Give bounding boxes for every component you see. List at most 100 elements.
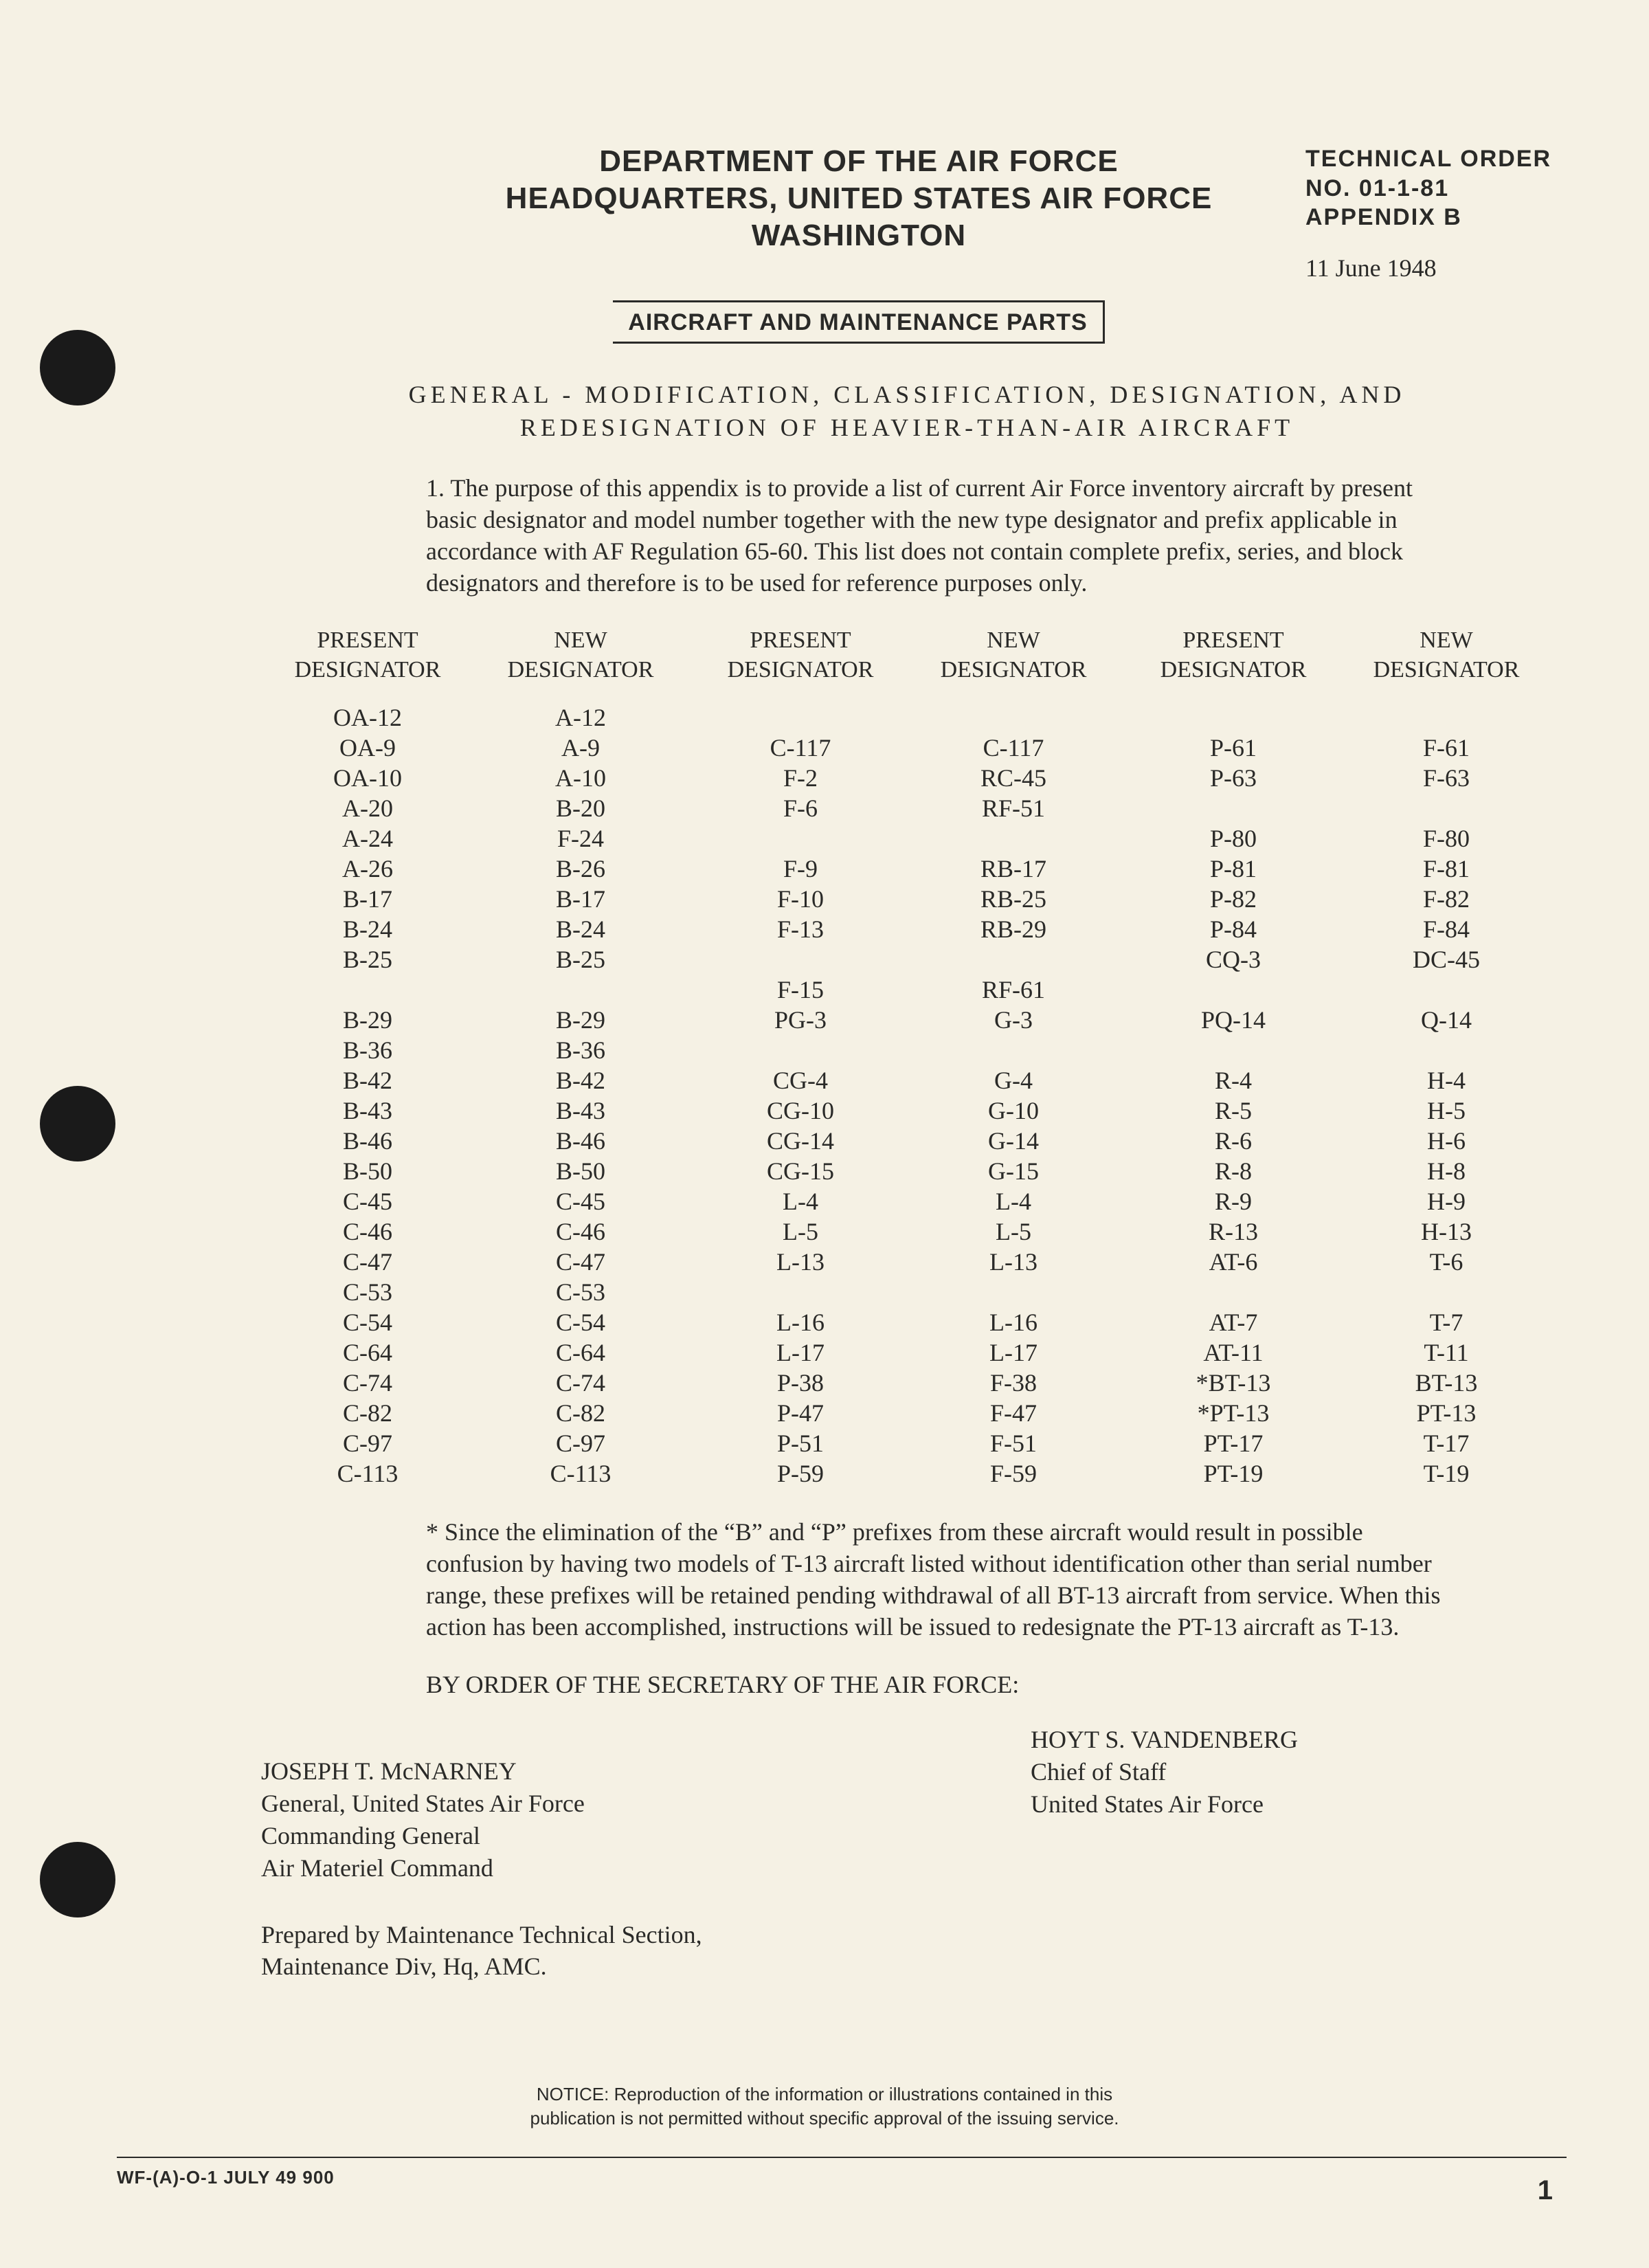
- sig-left-name: JOSEPH T. McNARNEY: [261, 1755, 1031, 1788]
- table-row: F-9RB-17: [694, 854, 1120, 884]
- present-designator: F-2: [694, 763, 907, 793]
- table-row: OA-10A-10: [261, 763, 687, 793]
- present-designator: [1127, 793, 1340, 823]
- table-row: L-5L-5: [694, 1216, 1120, 1247]
- sig-right-t1: Chief of Staff: [1031, 1756, 1553, 1788]
- hdr-present: PRESENT: [694, 626, 907, 656]
- new-designator: F-82: [1340, 884, 1553, 914]
- new-designator: G-3: [907, 1005, 1120, 1035]
- table-row: PT-19T-19: [1127, 1458, 1553, 1489]
- table-row: OA-9A-9: [261, 733, 687, 763]
- new-designator: C-74: [474, 1368, 687, 1398]
- new-designator: F-84: [1340, 914, 1553, 944]
- new-designator: [907, 1277, 1120, 1307]
- new-designator: L-13: [907, 1247, 1120, 1277]
- table-row: B-46B-46: [261, 1126, 687, 1156]
- present-designator: P-80: [1127, 823, 1340, 854]
- present-designator: P-81: [1127, 854, 1340, 884]
- new-designator: B-26: [474, 854, 687, 884]
- new-designator: Q-14: [1340, 1005, 1553, 1035]
- new-designator: C-54: [474, 1307, 687, 1337]
- present-designator: CG-10: [694, 1096, 907, 1126]
- hdr-new: NEW: [907, 626, 1120, 656]
- subtitle-line-1: GENERAL - MODIFICATION, CLASSIFICATION, …: [261, 378, 1553, 412]
- new-designator: C-117: [907, 733, 1120, 763]
- table-row: F-6RF-51: [694, 793, 1120, 823]
- table-row: F-2RC-45: [694, 763, 1120, 793]
- table-row: C-113C-113: [261, 1458, 687, 1489]
- present-designator: B-42: [261, 1065, 474, 1096]
- new-designator: A-12: [474, 702, 687, 733]
- present-designator: B-36: [261, 1035, 474, 1065]
- new-designator: T-19: [1340, 1458, 1553, 1489]
- new-designator: DC-45: [1340, 944, 1553, 975]
- present-designator: F-13: [694, 914, 907, 944]
- present-designator: [261, 975, 474, 1005]
- present-designator: OA-12: [261, 702, 474, 733]
- new-designator: RB-29: [907, 914, 1120, 944]
- present-designator: A-24: [261, 823, 474, 854]
- sig-left-t1: General, United States Air Force: [261, 1788, 1031, 1820]
- table-row: R-9H-9: [1127, 1186, 1553, 1216]
- punch-hole: [40, 1086, 115, 1161]
- table-row: PQ-14Q-14: [1127, 1005, 1553, 1035]
- new-designator: C-53: [474, 1277, 687, 1307]
- present-designator: [694, 702, 907, 733]
- present-designator: PG-3: [694, 1005, 907, 1035]
- present-designator: B-46: [261, 1126, 474, 1156]
- table-row: [1127, 793, 1553, 823]
- table-row: P-47F-47: [694, 1398, 1120, 1428]
- present-designator: [694, 1035, 907, 1065]
- col-3-rows: P-61F-61P-63F-63P-80F-80P-81F-81P-82F-82…: [1127, 702, 1553, 1489]
- present-designator: A-26: [261, 854, 474, 884]
- table-row: C-47C-47: [261, 1247, 687, 1277]
- boxed-title: AIRCRAFT AND MAINTENANCE PARTS: [613, 300, 1104, 344]
- present-designator: P-82: [1127, 884, 1340, 914]
- new-designator: [907, 823, 1120, 854]
- page-number: 1: [1538, 2175, 1553, 2206]
- present-designator: C-97: [261, 1428, 474, 1458]
- prepared-l2: Maintenance Div, Hq, AMC.: [261, 1950, 1553, 1983]
- sig-right-t2: United States Air Force: [1031, 1788, 1553, 1821]
- present-designator: [1127, 702, 1340, 733]
- col-group-3: PRESENTDESIGNATOR NEWDESIGNATOR P-61F-61…: [1127, 626, 1553, 1489]
- table-row: OA-12A-12: [261, 702, 687, 733]
- to-no: 01-1-81: [1359, 175, 1449, 201]
- new-designator: T-17: [1340, 1428, 1553, 1458]
- present-designator: F-6: [694, 793, 907, 823]
- col-group-2: PRESENTDESIGNATOR NEWDESIGNATOR C-117C-1…: [694, 626, 1120, 1489]
- to-no-label: NO.: [1305, 175, 1351, 201]
- table-row: R-4H-4: [1127, 1065, 1553, 1096]
- table-row: B-25B-25: [261, 944, 687, 975]
- table-row: PT-17T-17: [1127, 1428, 1553, 1458]
- table-row: [261, 975, 687, 1005]
- table-row: CG-14G-14: [694, 1126, 1120, 1156]
- table-row: P-80F-80: [1127, 823, 1553, 854]
- present-designator: R-9: [1127, 1186, 1340, 1216]
- signature-left: JOSEPH T. McNARNEY General, United State…: [261, 1724, 1031, 1884]
- hdr-designator: DESIGNATOR: [1127, 656, 1340, 685]
- new-designator: H-9: [1340, 1186, 1553, 1216]
- footnote: * Since the elimination of the “B” and “…: [426, 1516, 1443, 1643]
- present-designator: [1127, 975, 1340, 1005]
- reproduction-notice: NOTICE: Reproduction of the information …: [344, 2082, 1305, 2131]
- table-row: L-17L-17: [694, 1337, 1120, 1368]
- present-designator: AT-7: [1127, 1307, 1340, 1337]
- table-row: P-59F-59: [694, 1458, 1120, 1489]
- table-row: A-26B-26: [261, 854, 687, 884]
- new-designator: L-16: [907, 1307, 1120, 1337]
- dept-line-1: DEPARTMENT OF THE AIR FORCE: [412, 144, 1305, 179]
- hdr-new: NEW: [474, 626, 687, 656]
- new-designator: G-14: [907, 1126, 1120, 1156]
- table-row: P-51F-51: [694, 1428, 1120, 1458]
- present-designator: CG-14: [694, 1126, 907, 1156]
- new-designator: H-8: [1340, 1156, 1553, 1186]
- hdr-designator: DESIGNATOR: [474, 656, 687, 685]
- present-designator: C-113: [261, 1458, 474, 1489]
- table-header: PRESENTDESIGNATOR NEWDESIGNATOR: [1127, 626, 1553, 685]
- present-designator: P-84: [1127, 914, 1340, 944]
- hdr-present: PRESENT: [261, 626, 474, 656]
- subtitle: GENERAL - MODIFICATION, CLASSIFICATION, …: [261, 378, 1553, 445]
- subtitle-line-2: REDESIGNATION OF HEAVIER-THAN-AIR AIRCRA…: [261, 411, 1553, 445]
- new-designator: RF-51: [907, 793, 1120, 823]
